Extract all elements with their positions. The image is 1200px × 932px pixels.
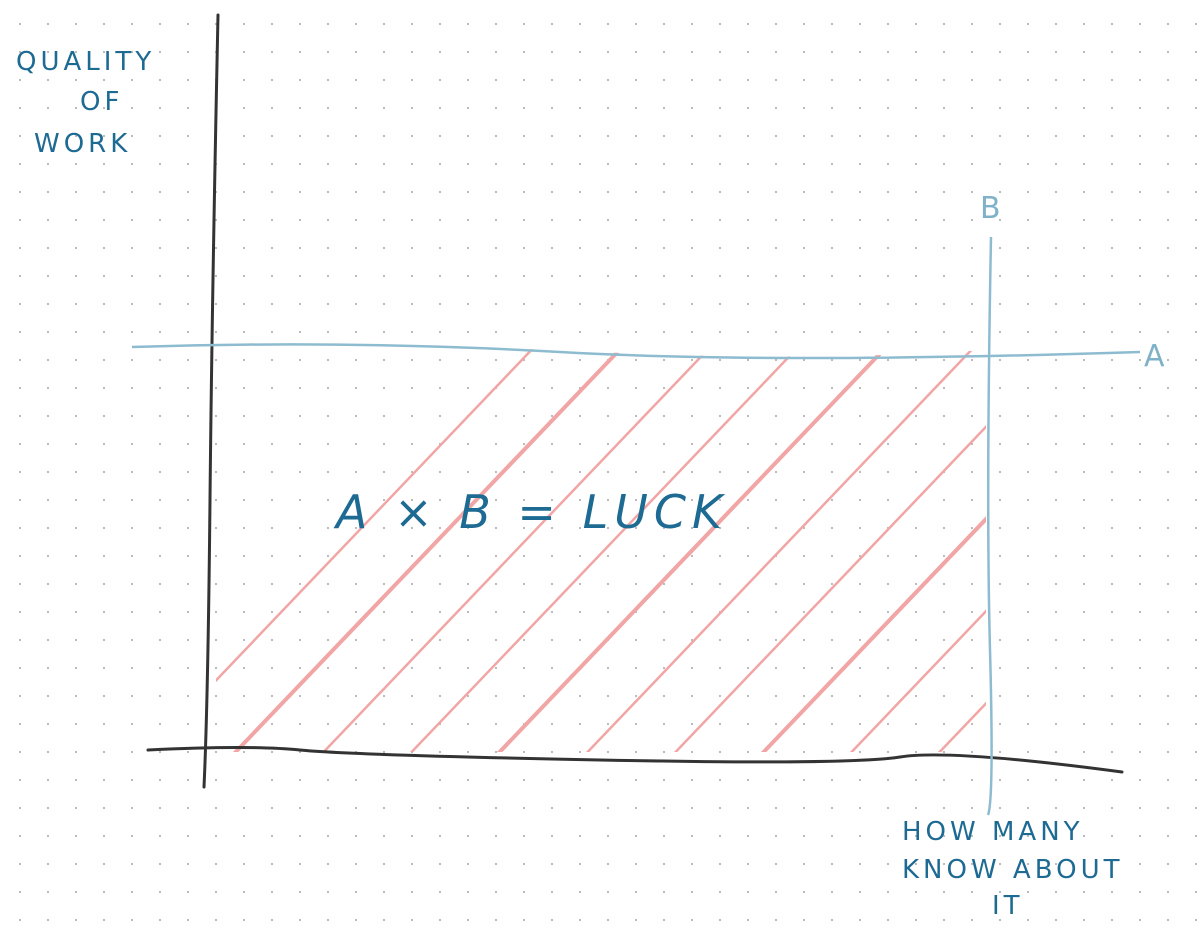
hatch-line: [1108, 320, 1200, 760]
x-axis-label: IT: [992, 891, 1024, 921]
y-axis: [202, 13, 220, 789]
area-label: A × B = LUCK: [333, 485, 728, 539]
hatch-line: [314, 346, 738, 752]
hatch-line: [1196, 320, 1200, 760]
x-axis-label: HOW MANY: [902, 817, 1084, 847]
hatch-line: [226, 346, 650, 752]
line-b: [986, 236, 993, 816]
y-axis-label: WORK: [34, 129, 131, 159]
hatch-line: [1020, 320, 1200, 760]
hatching: [216, 320, 1200, 760]
hatch-line: [578, 346, 986, 752]
hatch-line: [490, 346, 914, 752]
hatch-line: [216, 346, 562, 752]
hatch-line: [666, 346, 986, 752]
hatch-line: [930, 346, 986, 752]
line-a: [131, 343, 1141, 360]
y-axis-label: QUALITY: [16, 47, 155, 77]
line-a-label: A: [1144, 339, 1165, 374]
line-b-label: B: [980, 191, 1001, 226]
hatch-line: [402, 346, 826, 752]
x-axis-label: KNOW ABOUT: [902, 855, 1123, 885]
hatch-line: [754, 346, 986, 752]
hatch-line: [842, 346, 986, 752]
y-axis-label: OF: [80, 87, 123, 117]
x-axis: [146, 746, 1124, 774]
